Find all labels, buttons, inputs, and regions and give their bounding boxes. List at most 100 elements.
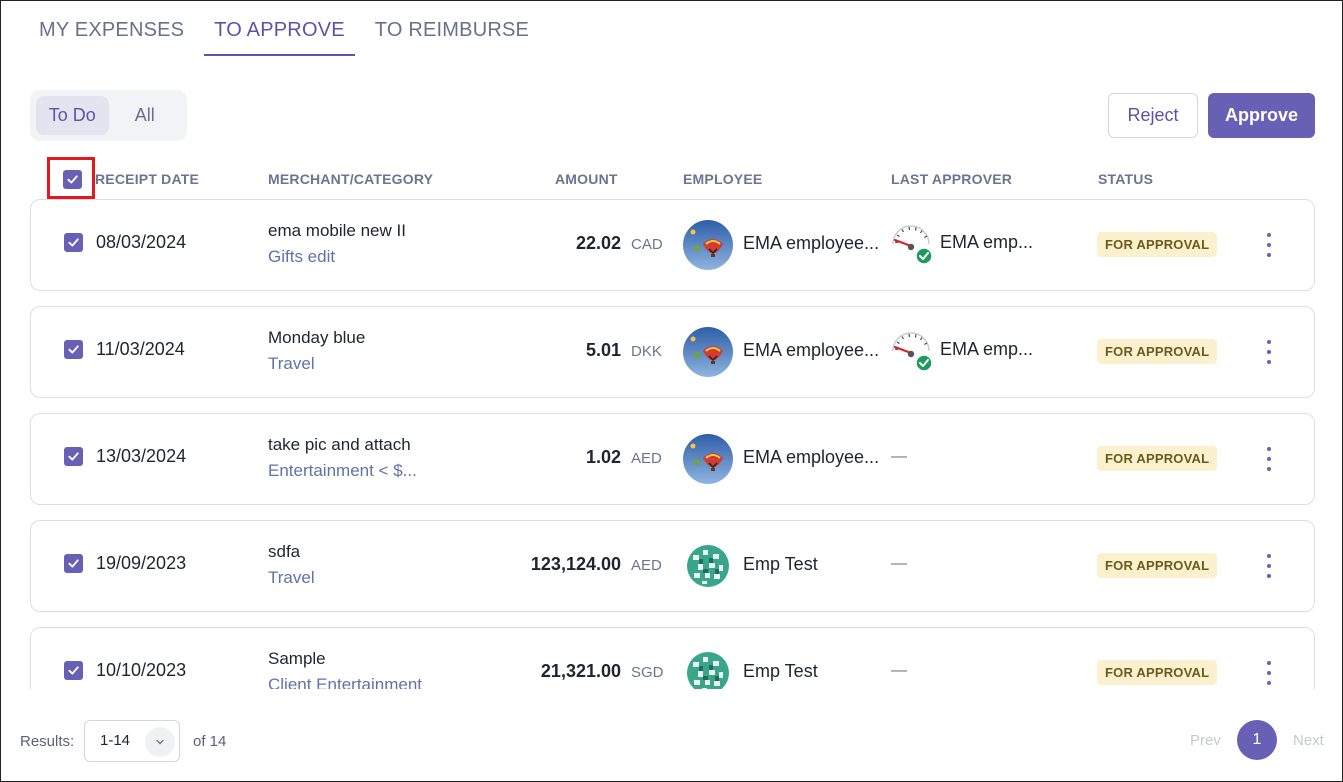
employee-avatar [683,220,733,270]
category-name: Travel [268,568,315,587]
column-last-approver[interactable]: LAST APPROVER [891,171,1013,187]
select-all-checkbox[interactable] [63,170,82,189]
results-label: Results: [20,733,75,750]
employee-avatar [683,327,733,377]
prev-page-button[interactable]: Prev [1190,732,1221,749]
merchant-name: sdfa [268,542,301,561]
tab-bar: MY EXPENSES TO APPROVE TO REIMBURSE [39,19,529,56]
row-checkbox[interactable] [64,447,83,466]
amount-cell: 1.02 AED [586,447,663,468]
receipt-date: 10/10/2023 [96,660,187,680]
status-badge: FOR APPROVAL [1097,446,1218,471]
row-checkbox[interactable] [64,554,83,573]
checkmark-icon [68,345,79,354]
column-receipt-date[interactable]: RECEIPT DATE [95,171,200,187]
amount-value: 22.02 [575,233,621,253]
checkmark-icon [68,666,79,675]
gauge-check-icon [889,222,935,266]
approver-name: EMA emp... [940,339,1034,359]
page-size-select[interactable]: 1-14 [84,720,180,762]
employee-name: EMA employee... [743,233,880,253]
next-page-button[interactable]: Next [1293,732,1324,749]
amount-value: 1.02 [585,447,621,467]
currency-code: AED [631,450,662,467]
select-all-highlight [47,157,95,199]
gauge-check-icon [889,329,935,373]
column-status[interactable]: STATUS [1098,171,1154,187]
tab-to-approve[interactable]: TO APPROVE [204,19,355,56]
tab-my-expenses[interactable]: MY EXPENSES [39,19,185,41]
expense-row[interactable]: 19/09/2023 sdfa Travel 123,124.00 AED Em… [30,520,1315,612]
amount-value: 21,321.00 [540,661,621,681]
filter-toggle: To Do All [30,90,187,141]
page-1-button[interactable]: 1 [1237,720,1277,760]
merchant-name: ema mobile new II [268,221,406,240]
status-badge: FOR APPROVAL [1097,553,1218,578]
receipt-date: 11/03/2024 [96,339,185,359]
checkmark-icon [68,452,79,461]
receipt-date: 19/09/2023 [96,553,187,573]
amount-value: 5.01 [585,340,621,360]
amount-cell: 123,124.00 AED [531,554,663,575]
column-amount[interactable]: AMOUNT [555,171,618,187]
status-badge: FOR APPROVAL [1097,339,1218,364]
chevron-down-icon [145,727,175,757]
currency-code: CAD [631,236,663,253]
checkmark-icon [68,238,79,247]
reject-button[interactable]: Reject [1108,93,1198,138]
receipt-date: 08/03/2024 [96,232,187,252]
more-options-icon[interactable] [1260,340,1278,364]
expense-row[interactable]: 10/10/2023 Sample Client Entertainment 2… [30,627,1315,689]
currency-code: SGD [631,664,664,681]
more-options-icon[interactable] [1260,554,1278,578]
results-total: of 14 [193,733,227,750]
column-merchant-category[interactable]: MERCHANT/CATEGORY [268,171,434,187]
approver-empty: — [891,448,907,465]
merchant-name: take pic and attach [268,435,411,454]
more-options-icon[interactable] [1260,447,1278,471]
row-checkbox[interactable] [64,233,83,252]
amount-cell: 22.02 CAD [576,233,663,254]
employee-avatar [683,648,733,689]
currency-code: DKK [631,343,662,360]
expense-row[interactable]: 13/03/2024 take pic and attach Entertain… [30,413,1315,505]
more-options-icon[interactable] [1260,233,1278,257]
category-name: Gifts edit [268,247,336,266]
category-name: Entertainment < $... [268,461,417,480]
row-checkbox[interactable] [64,340,83,359]
approve-button[interactable]: Approve [1208,93,1315,138]
employee-name: Emp Test [743,554,818,574]
receipt-date: 13/03/2024 [96,446,187,466]
amount-value: 123,124.00 [530,554,621,574]
filter-todo[interactable]: To Do [36,96,109,135]
row-checkbox[interactable] [64,661,83,680]
expense-row[interactable]: 08/03/2024 ema mobile new II Gifts edit … [30,199,1315,291]
approver-name: EMA emp... [940,232,1034,252]
filter-all[interactable]: All [134,105,155,125]
employee-name: EMA employee... [743,340,880,360]
currency-code: AED [631,557,662,574]
expense-row[interactable]: 11/03/2024 Monday blue Travel 5.01 DKK E… [30,306,1315,398]
category-name: Travel [268,354,315,373]
checkmark-icon [68,559,79,568]
merchant-name: Monday blue [268,328,366,347]
more-options-icon[interactable] [1260,661,1278,685]
employee-name: EMA employee... [743,447,880,467]
status-badge: FOR APPROVAL [1097,660,1218,685]
merchant-name: Sample [268,649,326,668]
status-badge: FOR APPROVAL [1097,232,1218,257]
checkmark-icon [67,175,78,184]
tab-to-reimburse[interactable]: TO REIMBURSE [374,19,530,41]
approver-empty: — [891,662,907,679]
employee-name: Emp Test [743,661,818,681]
page-size-value: 1-14 [100,732,131,749]
amount-cell: 21,321.00 SGD [540,661,664,682]
category-name: Client Entertainment [268,675,423,689]
employee-avatar [683,434,733,484]
approver-empty: — [891,555,907,572]
employee-avatar [683,541,733,591]
amount-cell: 5.01 DKK [586,340,663,361]
column-employee[interactable]: EMPLOYEE [683,171,763,187]
expense-list: 08/03/2024 ema mobile new II Gifts edit … [1,199,1342,689]
